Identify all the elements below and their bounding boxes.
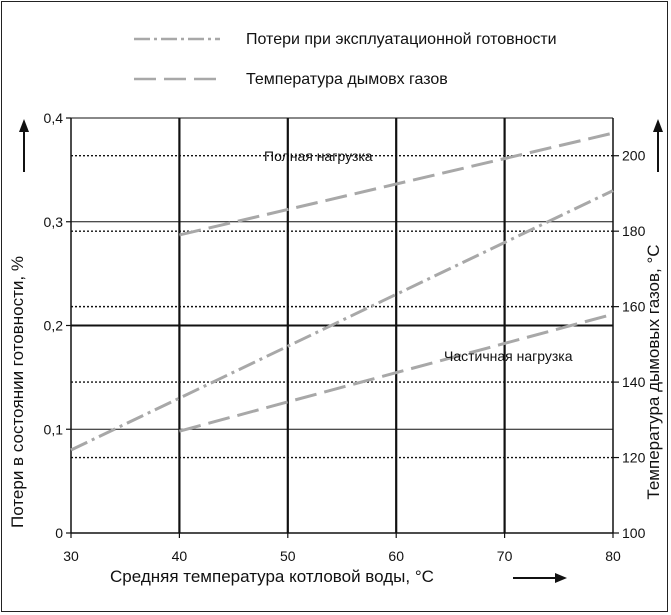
y-left-tick-label: 0,4 xyxy=(44,110,64,126)
y-right-tick-label: 160 xyxy=(622,299,646,315)
x-tick-label: 80 xyxy=(605,548,621,564)
y-right-tick-label: 120 xyxy=(622,450,646,466)
legend-label-losses: Потери при эксплуатационной готовности xyxy=(246,31,557,48)
y-left-axis-title: Потери в состоянии готовности, % xyxy=(8,256,27,528)
y-left-tick-label: 0,3 xyxy=(44,214,64,230)
y-left-tick-label: 0,2 xyxy=(44,318,64,334)
series-line-flue-partial-load xyxy=(179,312,614,433)
x-tick-label: 50 xyxy=(280,548,296,564)
legend-label-flue-gas: Температура дымовх газов xyxy=(246,71,448,88)
legend: Потери при эксплуатационной готовности Т… xyxy=(134,31,557,88)
y-right-arrow xyxy=(653,119,663,172)
y-left-arrow xyxy=(19,119,29,172)
y-right-tick-label: 140 xyxy=(622,374,646,390)
ticks: 30 40 50 60 70 80 0 0,1 0,2 0,3 0,4 100 120 140 160 180… xyxy=(44,110,646,564)
x-tick-label: 30 xyxy=(63,548,79,564)
series-line-losses xyxy=(70,189,614,452)
y-left-tick-label: 0,1 xyxy=(44,421,64,437)
series xyxy=(70,131,614,452)
x-axis-arrow xyxy=(513,573,567,583)
y-right-tick-label: 180 xyxy=(622,223,646,239)
x-tick-label: 60 xyxy=(388,548,404,564)
y-right-tick-label: 100 xyxy=(622,525,646,541)
x-tick-label: 40 xyxy=(172,548,188,564)
y-right-axis-title: Температура дымовых газов, °C xyxy=(644,244,663,499)
y-left-tick-label: 0 xyxy=(55,525,63,541)
grid xyxy=(71,117,613,533)
x-tick-label: 70 xyxy=(497,548,513,564)
x-axis-title: Средняя температура котловой воды, °C xyxy=(110,567,434,586)
annotation-partial-load: Частичная нагрузка xyxy=(444,348,573,364)
series-line-flue-full-load xyxy=(179,131,614,237)
annotation-full-load: Полная нагрузка xyxy=(264,148,373,164)
y-right-tick-label: 200 xyxy=(622,148,646,164)
